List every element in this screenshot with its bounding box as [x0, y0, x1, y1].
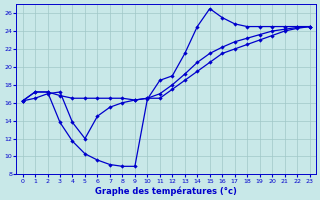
X-axis label: Graphe des températures (°c): Graphe des températures (°c)	[95, 186, 237, 196]
